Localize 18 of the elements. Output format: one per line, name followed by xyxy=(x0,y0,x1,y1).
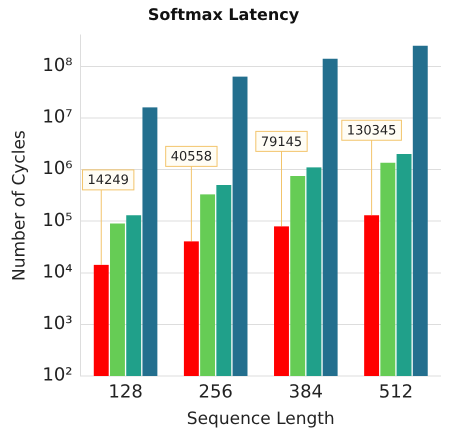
data-label: 79145 xyxy=(260,134,302,150)
data-label: 14249 xyxy=(88,173,129,188)
y-tick-label: 10⁷ xyxy=(42,106,73,128)
y-tick-label: 10² xyxy=(42,364,73,386)
y-tick-label: 10⁴ xyxy=(42,261,73,282)
chart-title: Softmax Latency xyxy=(148,4,300,24)
data-label: 40558 xyxy=(170,150,212,165)
y-tick-label: 10³ xyxy=(42,313,73,334)
y-tick-label: 10⁸ xyxy=(42,54,73,76)
data-label: 130345 xyxy=(346,124,396,139)
x-tick-label: 128 xyxy=(108,381,143,402)
y-tick-label: 10⁶ xyxy=(42,158,73,180)
x-tick-label: 256 xyxy=(198,381,233,402)
x-tick-label: 512 xyxy=(378,381,414,402)
x-axis-title: Sequence Length xyxy=(186,409,335,430)
x-tick-label: 384 xyxy=(288,381,323,402)
y-axis-title: Number of Cycles xyxy=(10,130,30,282)
y-tick-label: 10⁵ xyxy=(42,210,73,231)
